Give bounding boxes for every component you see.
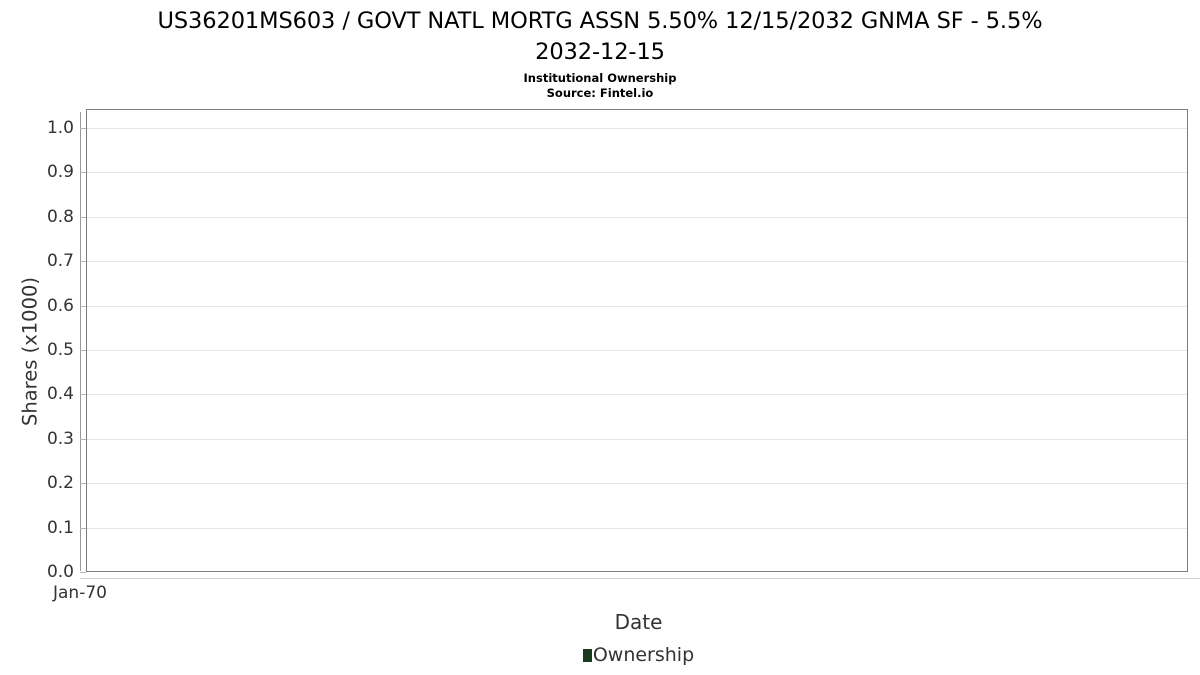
legend-label-ownership: Ownership <box>592 644 695 666</box>
y-tick-label-0-5: 0.5 <box>46 340 74 360</box>
x-tick-label-jan-70: Jan-70 <box>53 583 107 603</box>
series-layer-ownership <box>87 110 1187 571</box>
gridline <box>87 128 1187 129</box>
gridline <box>87 306 1187 307</box>
chart-source-text: Source: Fintel.io <box>546 85 654 100</box>
y-tick-label-0-2: 0.2 <box>46 473 74 493</box>
y-tick-label-0-9: 0.9 <box>46 162 74 182</box>
title-block: US36201MS603 / GOVT NATL MORTG ASSN 5.50… <box>0 0 1200 100</box>
y-tick-mark <box>80 572 86 573</box>
chart-subtitle-text: Institutional Ownership <box>523 71 677 85</box>
legend: Ownership <box>0 646 1200 665</box>
gridline <box>87 528 1187 529</box>
y-tick-label-0-7: 0.7 <box>46 251 74 271</box>
gridline <box>87 439 1187 440</box>
chart-title-line-2: 2032-12-15 <box>535 39 665 65</box>
y-tick-mark <box>80 306 86 307</box>
y-tick-mark <box>80 528 86 529</box>
gridline <box>87 350 1187 351</box>
y-tick-label-0-0: 0.0 <box>46 562 74 582</box>
y-tick-label-0-8: 0.8 <box>46 207 74 227</box>
chart-title: US36201MS603 / GOVT NATL MORTG ASSN 5.50… <box>0 0 1200 68</box>
y-tick-mark <box>80 394 86 395</box>
y-tick-label-0-3: 0.3 <box>46 429 74 449</box>
y-tick-mark <box>80 261 86 262</box>
gridline <box>87 261 1187 262</box>
y-axis-spine <box>80 112 81 571</box>
gridline <box>87 483 1187 484</box>
y-tick-mark <box>80 128 86 129</box>
y-tick-mark <box>80 350 86 351</box>
y-tick-mark <box>80 483 86 484</box>
y-tick-mark <box>80 217 86 218</box>
x-axis-baseline <box>80 578 1200 579</box>
gridline <box>87 172 1187 173</box>
legend-entry-ownership[interactable]: Ownership <box>582 644 695 666</box>
chart-subtitle: Institutional Ownership Source: Fintel.i… <box>0 71 1200 100</box>
chart-title-line-1: US36201MS603 / GOVT NATL MORTG ASSN 5.50… <box>157 8 1043 34</box>
plot-area[interactable] <box>86 109 1188 572</box>
y-tick-label-0-6: 0.6 <box>46 296 74 316</box>
y-tick-label-1-0: 1.0 <box>46 118 74 138</box>
gridline <box>87 217 1187 218</box>
legend-swatch-icon <box>582 649 592 662</box>
x-axis-title: Date <box>614 610 663 634</box>
gridline <box>87 394 1187 395</box>
y-tick-label-0-1: 0.1 <box>46 518 74 538</box>
y-tick-mark <box>80 439 86 440</box>
y-tick-label-0-4: 0.4 <box>46 384 74 404</box>
gridlines <box>87 110 1187 571</box>
y-tick-mark <box>80 172 86 173</box>
